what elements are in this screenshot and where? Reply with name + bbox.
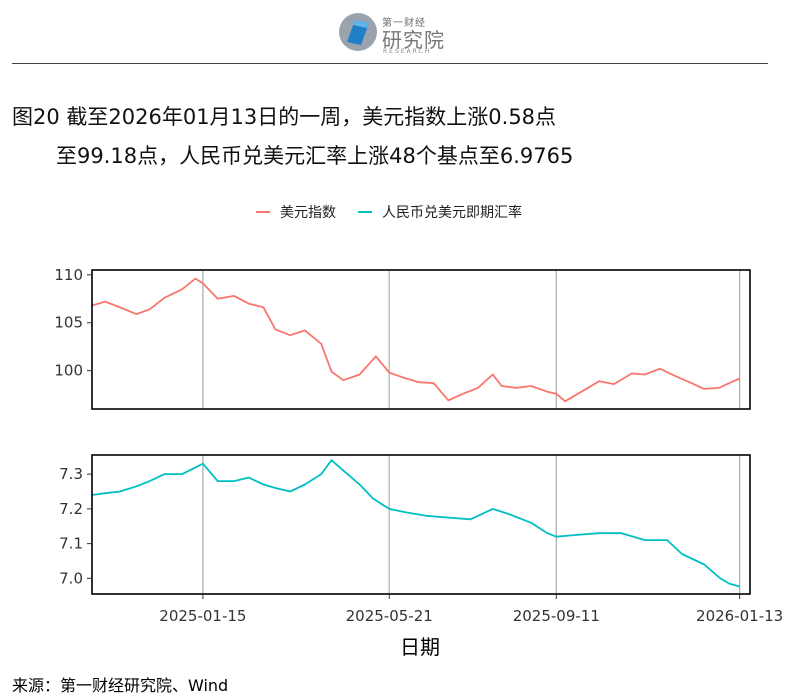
x-tick-label-1: 2025-05-21	[346, 607, 433, 625]
panel-frame-1	[91, 454, 751, 595]
legend-label-1: 人民币兑美元即期汇率	[382, 204, 522, 221]
figure-title-line-2: 至99.18点，人民币兑美元汇率上涨48个基点至6.9765	[56, 144, 574, 168]
series-line-1	[91, 459, 740, 588]
y-tick-label-p1-0: 7.0	[59, 569, 83, 587]
logo-big-text: 研究院	[382, 28, 445, 52]
x-tick-label-3: 2026-01-13	[696, 607, 783, 625]
legend-label-0: 美元指数	[280, 205, 336, 221]
logo-en-text: RESEARCH	[383, 48, 432, 55]
logo-small-text: 第一财经	[382, 18, 426, 29]
x-tick-label-2: 2025-09-11	[513, 607, 600, 625]
logo: 第一财经 研究院 RESEARCH	[338, 10, 458, 56]
y-tick-label-p0-1: 105	[54, 314, 83, 332]
y-tick-label-p1-3: 7.3	[59, 465, 83, 483]
header-divider	[12, 63, 768, 64]
y-tick-label-p0-2: 110	[54, 266, 83, 284]
chart: 美元指数 人民币兑美元即期汇率 100 105 110 7.0 7.1 7.2 7.3 2025-…	[54, 204, 783, 659]
panel-frame-0	[91, 269, 751, 410]
x-tick-label-0: 2025-01-15	[159, 607, 246, 625]
y-tick-label-p0-0: 100	[54, 362, 83, 380]
figure-title-line-1: 图20 截至2026年01月13日的一周，美元指数上涨0.58点	[12, 105, 557, 129]
y-tick-label-p1-1: 7.1	[59, 535, 83, 553]
y-tick-label-p1-2: 7.2	[59, 500, 83, 518]
x-axis-label: 日期	[400, 635, 440, 659]
series-line-0	[91, 277, 740, 403]
source-note: 来源：第一财经研究院、Wind	[12, 676, 229, 695]
logo-mark-icon	[339, 13, 377, 51]
